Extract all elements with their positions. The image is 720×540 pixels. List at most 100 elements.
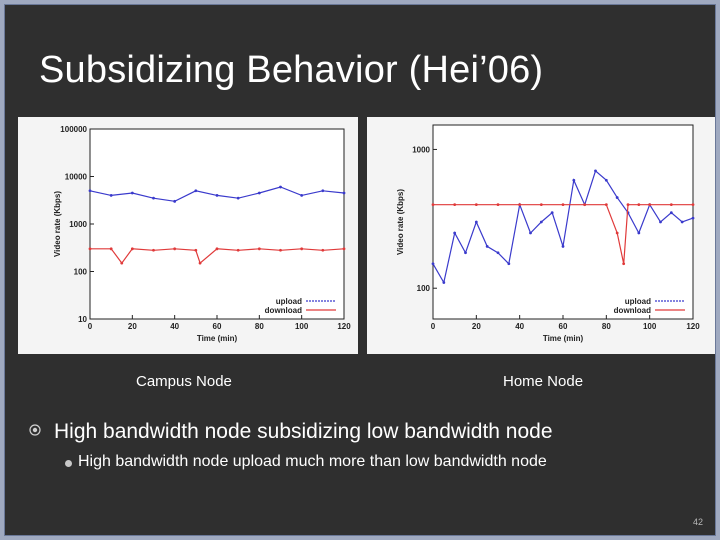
- campus-series-download-point: [152, 248, 155, 252]
- campus-y-axis-label: Video rate (Kbps): [53, 191, 62, 257]
- home-series-upload-point: [442, 281, 446, 284]
- home-series-upload-point: [691, 216, 695, 220]
- campus-series-download-point: [279, 248, 282, 252]
- home-x-tick-label: 60: [559, 322, 568, 331]
- home-series-download-point: [669, 203, 673, 207]
- home-series-upload-point: [615, 196, 619, 199]
- target-bullet-icon: [29, 424, 41, 436]
- home-series-download-point: [626, 203, 630, 207]
- campus-series-download-point: [321, 248, 325, 252]
- bullet-level-2: High bandwidth node upload much more tha…: [78, 453, 547, 470]
- home-series-download-point: [648, 203, 652, 207]
- slide-title: Subsidizing Behavior (Hei’06): [39, 49, 544, 91]
- campus-x-tick-label: 80: [255, 322, 264, 331]
- home-series-upload-point: [594, 169, 597, 173]
- home-y-tick-label: 1000: [412, 145, 430, 154]
- campus-x-tick-label: 40: [170, 322, 179, 331]
- campus-y-tick-label: 100: [74, 268, 88, 277]
- home-series-download-point: [496, 203, 500, 207]
- home-series-download-point: [583, 203, 587, 207]
- home-series-download-point: [539, 203, 543, 207]
- home-x-tick-label: 120: [686, 322, 700, 331]
- home-series-upload-point: [474, 220, 478, 224]
- campus-series-download-point: [300, 247, 304, 251]
- campus-series-upload-point: [152, 196, 155, 200]
- campus-series-upload-point: [88, 189, 92, 193]
- campus-node-caption: Campus Node: [136, 373, 232, 390]
- campus-series-download-point: [130, 247, 134, 251]
- home-series-download-line: [433, 204, 693, 264]
- campus-series-upload-point: [300, 194, 304, 197]
- home-x-tick-label: 0: [431, 322, 436, 331]
- home-node-chart: 0 20 40 60 80 100 120 100 1000 Time (min) Video ra…: [396, 124, 700, 343]
- home-series-download-point: [604, 203, 608, 207]
- campus-node-chart: 0 20 40 60 80 100 120 10 100 1000 10000 100000 Time …: [53, 125, 351, 343]
- campus-node-plot: 0 20 40 60 80 100 120 10 100 1000 10000 100000 Time …: [18, 117, 358, 354]
- home-series-upload-point: [464, 251, 467, 255]
- home-legend-label-upload: upload: [625, 297, 651, 306]
- page-number: 42: [692, 517, 703, 527]
- home-series-upload-point: [637, 231, 641, 235]
- campus-series-upload-point: [109, 194, 113, 197]
- campus-x-tick-label: 60: [213, 322, 222, 331]
- home-series-upload-point: [561, 245, 565, 248]
- home-x-tick-label: 100: [643, 322, 657, 331]
- campus-y-tick-label: 1000: [69, 220, 87, 229]
- home-series-download-point: [622, 262, 626, 266]
- home-series-download-point: [691, 203, 695, 207]
- campus-y-tick-label: 10000: [65, 173, 88, 182]
- campus-series-upload-point: [215, 194, 219, 197]
- home-series-upload-point: [659, 220, 662, 224]
- home-series-upload-point: [680, 220, 684, 224]
- home-series-upload-point: [572, 178, 576, 182]
- campus-series-upload-point: [236, 196, 240, 200]
- campus-series-upload-point: [321, 189, 325, 193]
- campus-y-tick-label: 100000: [60, 125, 87, 134]
- home-legend-label-download: download: [614, 306, 651, 315]
- home-series-upload-point: [453, 231, 457, 235]
- campus-series-download-point: [236, 248, 240, 252]
- campus-x-tick-label: 100: [295, 322, 309, 331]
- home-y-axis-label: Video rate (Kbps): [396, 189, 405, 255]
- campus-x-tick-label: 0: [88, 322, 93, 331]
- campus-series-upload-point: [257, 191, 261, 195]
- campus-x-tick-label: 120: [337, 322, 351, 331]
- bullet-level-1: High bandwidth node subsidizing low band…: [54, 420, 553, 443]
- campus-series-upload-point: [130, 191, 134, 195]
- campus-legend-label-download: download: [265, 306, 302, 315]
- campus-series-upload-point: [194, 189, 198, 193]
- home-series-download-point: [474, 203, 478, 207]
- home-series-upload-point: [669, 211, 673, 215]
- home-node-caption: Home Node: [503, 373, 584, 390]
- home-y-tick-label: 100: [417, 284, 431, 293]
- campus-series-download-point: [120, 261, 124, 265]
- campus-series-download-point: [194, 248, 198, 252]
- campus-series-download-point: [215, 247, 219, 251]
- campus-series-download-point: [198, 261, 202, 265]
- home-series-upload-point: [496, 251, 500, 255]
- dot-bullet-icon: [65, 460, 72, 467]
- home-x-axis-label: Time (min): [543, 334, 584, 343]
- campus-series-download-point: [342, 247, 346, 251]
- campus-y-tick-label: 10: [78, 315, 87, 324]
- home-plot-area: [432, 124, 694, 320]
- home-series-upload-point: [507, 262, 511, 266]
- campus-series-download-point: [257, 247, 261, 251]
- home-series-download-point: [431, 203, 435, 207]
- home-series-upload-point: [485, 245, 489, 248]
- home-series-download-point: [561, 203, 565, 207]
- home-series-upload-point: [529, 231, 532, 235]
- home-series-download-point: [637, 203, 641, 207]
- home-x-tick-label: 80: [602, 322, 611, 331]
- slide: Subsidizing Behavior (Hei’06) 0 20 40 60 80 1…: [4, 4, 716, 536]
- campus-x-axis-label: Time (min): [197, 334, 238, 343]
- campus-plot-area: [89, 128, 345, 320]
- home-series-download-point: [615, 231, 619, 235]
- campus-series-download-point: [88, 247, 92, 251]
- campus-series-upload-point: [342, 191, 346, 195]
- campus-series-upload-point: [279, 185, 282, 189]
- home-series-upload-point: [431, 262, 435, 266]
- home-series-upload-point: [604, 178, 608, 182]
- home-series-upload-point: [539, 220, 543, 224]
- campus-series-upload-point: [173, 199, 177, 203]
